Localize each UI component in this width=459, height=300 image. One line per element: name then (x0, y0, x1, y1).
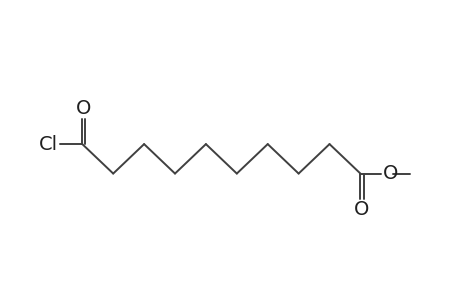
Text: O: O (76, 99, 91, 118)
Text: Cl: Cl (39, 135, 58, 154)
Text: O: O (382, 164, 397, 183)
Text: O: O (353, 200, 369, 219)
